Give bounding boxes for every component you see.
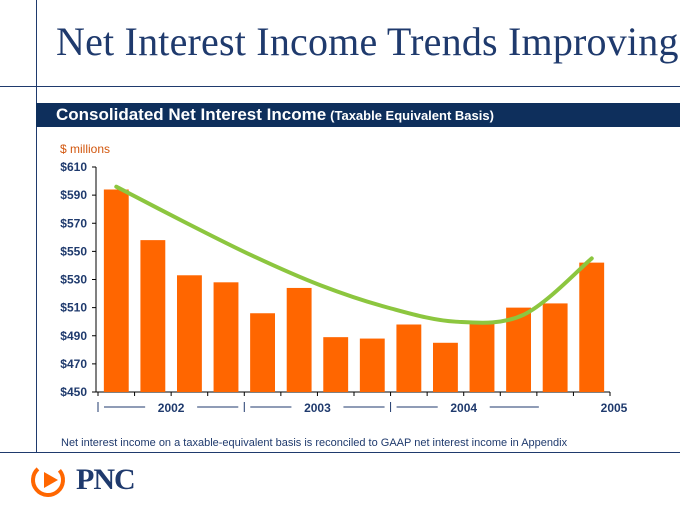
year-label: 2002 (158, 401, 185, 415)
bar (359, 338, 385, 392)
bar (579, 262, 605, 392)
bar (469, 323, 495, 392)
year-label: 2004 (450, 401, 477, 415)
bar (432, 342, 458, 392)
y-tick-label: $610 (60, 160, 87, 174)
y-tick-label: $530 (60, 273, 87, 287)
y-tick-label: $590 (60, 188, 87, 202)
footnote: Net interest income on a taxable-equival… (61, 437, 568, 449)
title-divider (0, 86, 680, 87)
bar (213, 282, 239, 392)
y-tick-label: $490 (60, 329, 87, 343)
y-axis-unit-label: $ millions (60, 142, 111, 156)
banner-subtitle: (Taxable Equivalent Basis) (330, 108, 494, 123)
y-tick-label: $470 (60, 357, 87, 371)
chart-banner: Consolidated Net Interest Income (Taxable… (36, 103, 680, 127)
bar (396, 324, 422, 392)
bar (542, 303, 568, 392)
chart-svg: $610 $590 $570 $550 $530 $510 $490 $470 $450 2002… (60, 160, 628, 415)
y-tick-label: $550 (60, 244, 87, 258)
bar (506, 307, 532, 392)
bar (323, 337, 349, 392)
banner-title: Consolidated Net Interest Income (Taxable… (56, 105, 494, 125)
pnc-logo-text: PNC (76, 463, 136, 496)
pnc-logo: PNC (30, 462, 160, 498)
year-label: 2005 (601, 401, 628, 415)
page-title: Net Interest Income Trends Improving (56, 19, 679, 64)
trend-line (114, 184, 594, 325)
frame-vertical-line (36, 0, 37, 452)
y-tick-label: $570 (60, 216, 87, 230)
bar (140, 240, 166, 392)
bar (250, 313, 276, 392)
banner-main-text: Consolidated Net Interest Income (56, 105, 327, 124)
bar (176, 275, 202, 392)
pnc-logo-icon (31, 463, 65, 497)
footer-divider (0, 452, 680, 453)
bar (103, 189, 129, 392)
bar (286, 287, 312, 392)
year-label: 2003 (304, 401, 331, 415)
y-tick-label: $450 (60, 385, 87, 399)
y-tick-label: $510 (60, 301, 87, 315)
